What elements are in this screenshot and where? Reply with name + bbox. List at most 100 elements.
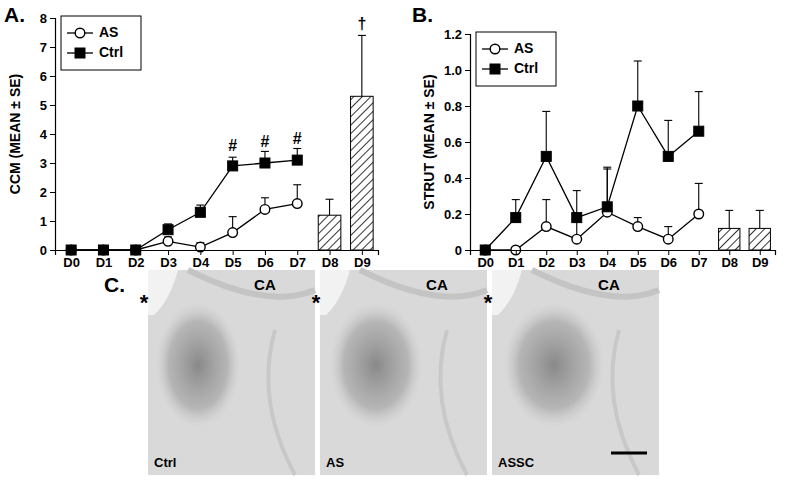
condition-label: Ctrl (154, 455, 176, 470)
y-tick-mark (50, 18, 55, 19)
x-tick: D5 (225, 250, 242, 270)
chart-panel: A.012345678D0D1D2D3D4D5D6D7D8D9CCM (MEAN… (4, 3, 379, 270)
asterisk-label: * (312, 290, 321, 315)
y-tick: 8 (40, 11, 55, 26)
y-tick-mark (50, 163, 55, 164)
error-cap (293, 184, 301, 185)
y-tick-mark (465, 142, 470, 143)
legend-label: AS (99, 24, 118, 40)
x-tick-label: D4 (599, 255, 616, 270)
micrograph-background (148, 270, 315, 475)
y-tick-label: 8 (40, 11, 47, 26)
y-tick-mark (50, 221, 55, 222)
legend-marker (490, 44, 500, 54)
micrograph-background (320, 270, 487, 475)
error-stem (546, 111, 547, 156)
annotation: # (260, 133, 269, 150)
error-cap (326, 199, 334, 200)
series-line (485, 106, 699, 250)
error-bar (725, 210, 733, 228)
error-cap (261, 151, 269, 152)
error-bar (326, 199, 334, 215)
point (511, 213, 521, 223)
error-bar (695, 92, 703, 132)
x-tick: D9 (752, 250, 769, 270)
micrograph-stain (504, 303, 604, 427)
error-stem (329, 199, 330, 215)
legend-marker (75, 48, 85, 58)
x-tick: D4 (599, 250, 616, 270)
point (163, 225, 173, 235)
x-tick-label: D7 (289, 255, 306, 270)
error-cap (573, 190, 581, 191)
x-tick-label: D6 (660, 255, 677, 270)
annotation: # (228, 137, 237, 154)
error-cap (229, 157, 237, 158)
error-bar (634, 61, 642, 106)
y-tick: 2 (40, 185, 55, 200)
y-tick-mark (50, 105, 55, 106)
bar (318, 215, 341, 250)
point (602, 202, 612, 212)
y-tick: 6 (40, 69, 55, 84)
x-tick: D4 (193, 250, 210, 270)
y-tick: 0 (455, 243, 470, 258)
error-stem (698, 92, 699, 132)
point (694, 209, 704, 219)
error-stem (361, 35, 362, 96)
x-tick-label: D9 (752, 255, 769, 270)
micrograph: CA*AS (312, 270, 487, 475)
x-tick-label: D2 (128, 255, 145, 270)
y-tick-label: 0.6 (444, 135, 462, 150)
x-tick-label: D2 (538, 255, 555, 270)
region-label: CA (598, 276, 620, 293)
condition-label: AS (326, 455, 344, 470)
error-bar (358, 35, 366, 96)
x-tick-label: D0 (477, 255, 494, 270)
error-bar (603, 167, 611, 207)
x-tick: D6 (257, 250, 274, 270)
x-tick-label: D1 (508, 255, 525, 270)
x-tick: D7 (691, 250, 708, 270)
legend-label: Ctrl (514, 60, 538, 76)
x-tick-label: D3 (569, 255, 586, 270)
micrograph-stain (330, 303, 422, 427)
x-tick-label: D4 (193, 255, 210, 270)
series-line (485, 212, 699, 250)
series-line (71, 160, 297, 250)
asterisk-label: * (140, 290, 149, 315)
y-tick-label: 4 (40, 127, 48, 142)
bar (351, 96, 374, 250)
x-tick-label: D8 (322, 255, 339, 270)
error-cap (725, 210, 733, 211)
error-cap (603, 167, 611, 168)
point (572, 234, 582, 244)
y-tick: 0.8 (444, 99, 470, 114)
panel-label: B. (412, 3, 433, 26)
y-tick: 0.6 (444, 135, 470, 150)
y-tick-label: 3 (40, 156, 47, 171)
condition-label: ASSC (498, 455, 535, 470)
image-panel: C.CA*CtrlCA*ASCA*ASSC (104, 270, 659, 475)
legend-marker (75, 28, 85, 38)
point (663, 151, 673, 161)
y-tick: 0.2 (444, 207, 470, 222)
micrograph: CA*Ctrl (140, 270, 315, 475)
error-cap (695, 91, 703, 92)
error-cap (512, 199, 520, 200)
error-bar (756, 210, 764, 228)
x-tick-label: D6 (257, 255, 274, 270)
y-tick-mark (465, 178, 470, 179)
legend: ASCtrl (61, 16, 141, 70)
y-tick-mark (465, 70, 470, 71)
x-tick-label: D8 (721, 255, 738, 270)
micrograph-background (492, 270, 659, 475)
x-tick: D2 (538, 250, 555, 270)
x-tick: D3 (569, 250, 586, 270)
scale-bar (611, 452, 647, 455)
y-tick: 3 (40, 156, 55, 171)
error-cap (542, 199, 550, 200)
micrograph-fiber (268, 330, 295, 475)
point (541, 151, 551, 161)
point (663, 234, 673, 244)
